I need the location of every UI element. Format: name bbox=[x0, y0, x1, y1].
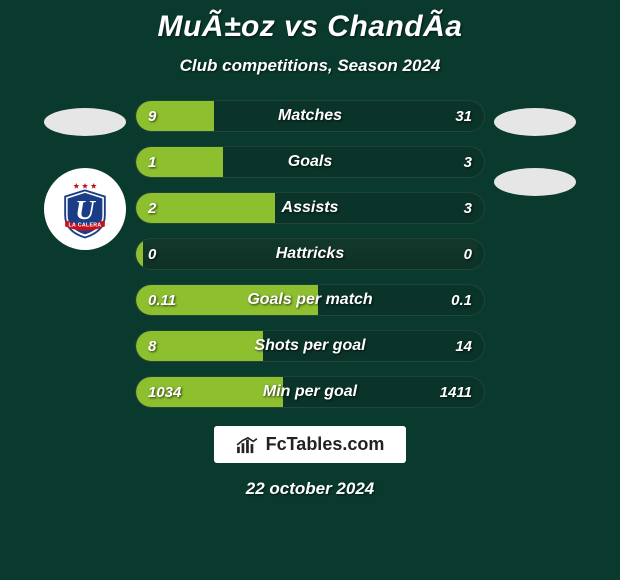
stat-row: 0 0Hattricks bbox=[135, 238, 485, 270]
stat-bar-right-fill bbox=[318, 285, 484, 315]
card-subtitle: Club competitions, Season 2024 bbox=[180, 56, 441, 76]
svg-text:U: U bbox=[75, 195, 96, 225]
stat-value-left: 0 bbox=[148, 239, 156, 269]
card-title: MuÃ±oz vs ChandÃ­a bbox=[158, 10, 463, 44]
svg-text:LA CALERA: LA CALERA bbox=[68, 223, 101, 229]
left-player-avatar bbox=[44, 108, 126, 136]
card-date: 22 october 2024 bbox=[246, 479, 375, 499]
footer-attribution: FcTables.com bbox=[214, 426, 407, 463]
stat-bar-left-fill bbox=[136, 147, 223, 177]
stat-row: 931Matches bbox=[135, 100, 485, 132]
stat-bar-right-fill bbox=[477, 239, 484, 269]
stat-row: 23Assists bbox=[135, 192, 485, 224]
stat-bar-left-fill bbox=[136, 285, 318, 315]
left-club-badge: U LA CALERA bbox=[44, 168, 126, 250]
comparison-card: MuÃ±oz vs ChandÃ­a Club competitions, Se… bbox=[0, 0, 620, 580]
stat-row: 13Goals bbox=[135, 146, 485, 178]
stat-bar-right-fill bbox=[275, 193, 484, 223]
stat-bar-right-fill bbox=[283, 377, 484, 407]
stat-bar-left-fill bbox=[136, 239, 143, 269]
stat-value-right: 0 bbox=[464, 239, 472, 269]
stat-bar-left-fill bbox=[136, 331, 263, 361]
stat-row: 10341411Min per goal bbox=[135, 376, 485, 408]
stat-label: Hattricks bbox=[136, 239, 484, 269]
stat-bars: 931Matches 13Goals 23Assists 0 0Hattricks 0.1… bbox=[135, 100, 485, 408]
chart-area: U LA CALERA 931Matches13Goals23Assists00… bbox=[0, 100, 620, 408]
club-badge-svg: U LA CALERA bbox=[54, 178, 116, 240]
right-club-badge-placeholder bbox=[494, 168, 576, 196]
stat-bar-left-fill bbox=[136, 377, 283, 407]
stat-row: 0.110.1Goals per match bbox=[135, 284, 485, 316]
stat-bar-left-fill bbox=[136, 101, 214, 131]
stat-bar-right-fill bbox=[223, 147, 484, 177]
right-player-avatar bbox=[494, 108, 576, 136]
left-player-column: U LA CALERA bbox=[35, 100, 135, 408]
right-player-column bbox=[485, 100, 585, 408]
footer-label: FcTables.com bbox=[266, 434, 385, 455]
stat-bar-left-fill bbox=[136, 193, 275, 223]
stat-row: 814Shots per goal bbox=[135, 330, 485, 362]
chart-icon bbox=[236, 436, 258, 454]
stat-bar-right-fill bbox=[263, 331, 484, 361]
stat-bar-right-fill bbox=[214, 101, 484, 131]
